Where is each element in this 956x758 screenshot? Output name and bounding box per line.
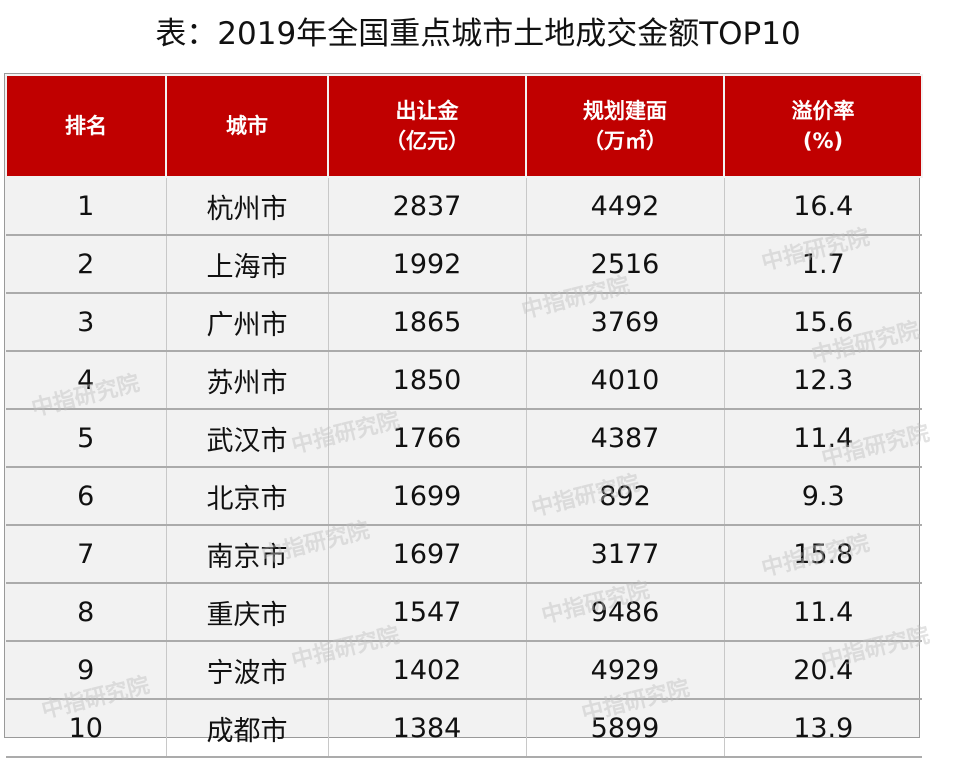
header-premium-label: 溢价率 bbox=[791, 99, 855, 123]
header-price-unit: （亿元） bbox=[385, 129, 469, 153]
cell-area: 4387 bbox=[525, 408, 725, 468]
header-rank-label: 排名 bbox=[65, 114, 107, 138]
cell-rank: 7 bbox=[6, 524, 167, 584]
cell-area: 2516 bbox=[525, 234, 725, 294]
cell-rank: 4 bbox=[6, 350, 167, 410]
cell-price: 1547 bbox=[327, 582, 527, 642]
cell-premium: 12.3 bbox=[723, 350, 922, 410]
cell-city: 苏州市 bbox=[165, 350, 329, 410]
cell-city: 上海市 bbox=[165, 234, 329, 294]
cell-price: 1992 bbox=[327, 234, 527, 294]
table-row: 4 苏州市 1850 4010 12.3 bbox=[6, 350, 922, 410]
table-row: 8 重庆市 1547 9486 11.4 bbox=[6, 582, 922, 642]
cell-price: 1384 bbox=[327, 698, 527, 758]
cell-city: 成都市 bbox=[165, 698, 329, 758]
cell-premium: 15.6 bbox=[723, 292, 922, 352]
cell-city: 宁波市 bbox=[165, 640, 329, 700]
cell-premium: 9.3 bbox=[723, 466, 922, 526]
cell-city: 武汉市 bbox=[165, 408, 329, 468]
cell-price: 1699 bbox=[327, 466, 527, 526]
cell-premium: 16.4 bbox=[723, 176, 922, 236]
cell-area: 9486 bbox=[525, 582, 725, 642]
cell-area: 3769 bbox=[525, 292, 725, 352]
header-premium: 溢价率 (%) bbox=[723, 74, 923, 178]
cell-premium: 11.4 bbox=[723, 408, 922, 468]
cell-price: 1766 bbox=[327, 408, 527, 468]
cell-price: 1697 bbox=[327, 524, 527, 584]
cell-price: 2837 bbox=[327, 176, 527, 236]
header-row: 排名 城市 出让金 （亿元） 规划建面 （万㎡） 溢价率 (%) bbox=[5, 74, 923, 178]
header-premium-unit: (%) bbox=[802, 129, 844, 153]
cell-city: 南京市 bbox=[165, 524, 329, 584]
cell-area: 5899 bbox=[525, 698, 725, 758]
table-row: 6 北京市 1699 892 9.3 bbox=[6, 466, 922, 526]
cell-area: 4492 bbox=[525, 176, 725, 236]
cell-city: 杭州市 bbox=[165, 176, 329, 236]
table-row: 5 武汉市 1766 4387 11.4 bbox=[6, 408, 922, 468]
cell-premium: 13.9 bbox=[723, 698, 922, 758]
header-price: 出让金 （亿元） bbox=[327, 74, 527, 178]
cell-rank: 5 bbox=[6, 408, 167, 468]
cell-area: 4010 bbox=[525, 350, 725, 410]
header-price-label: 出让金 bbox=[395, 99, 459, 123]
cell-rank: 1 bbox=[6, 176, 167, 236]
cell-area: 892 bbox=[525, 466, 725, 526]
table-row: 7 南京市 1697 3177 15.8 bbox=[6, 524, 922, 584]
header-city-label: 城市 bbox=[226, 114, 268, 138]
cell-rank: 6 bbox=[6, 466, 167, 526]
cell-rank: 10 bbox=[6, 698, 167, 758]
cell-city: 北京市 bbox=[165, 466, 329, 526]
cell-rank: 8 bbox=[6, 582, 167, 642]
header-area: 规划建面 （万㎡） bbox=[525, 74, 725, 178]
header-area-unit: （万㎡） bbox=[583, 129, 667, 153]
header-city: 城市 bbox=[165, 74, 329, 178]
header-rank: 排名 bbox=[5, 74, 167, 178]
cell-city: 广州市 bbox=[165, 292, 329, 352]
table-row: 10 成都市 1384 5899 13.9 bbox=[6, 698, 922, 758]
cell-price: 1865 bbox=[327, 292, 527, 352]
land-transaction-table: 排名 城市 出让金 （亿元） 规划建面 （万㎡） 溢价率 (%) bbox=[5, 74, 923, 758]
header-area-label: 规划建面 bbox=[583, 99, 667, 123]
data-table-container: 排名 城市 出让金 （亿元） 规划建面 （万㎡） 溢价率 (%) bbox=[4, 73, 923, 758]
table-row: 2 上海市 1992 2516 1.7 bbox=[6, 234, 922, 294]
cell-rank: 3 bbox=[6, 292, 167, 352]
table-header: 排名 城市 出让金 （亿元） 规划建面 （万㎡） 溢价率 (%) bbox=[5, 74, 923, 178]
cell-city: 重庆市 bbox=[165, 582, 329, 642]
cell-area: 4929 bbox=[525, 640, 725, 700]
cell-premium: 1.7 bbox=[723, 234, 922, 294]
cell-price: 1850 bbox=[327, 350, 527, 410]
cell-premium: 20.4 bbox=[723, 640, 922, 700]
table-title: 表：2019年全国重点城市土地成交金额TOP10 bbox=[155, 16, 801, 52]
table-row: 1 杭州市 2837 4492 16.4 bbox=[6, 176, 922, 236]
cell-rank: 2 bbox=[6, 234, 167, 294]
cell-premium: 15.8 bbox=[723, 524, 922, 584]
table-body: 1 杭州市 2837 4492 16.4 2 上海市 1992 2516 1.7… bbox=[6, 176, 922, 758]
cell-area: 3177 bbox=[525, 524, 725, 584]
table-row: 9 宁波市 1402 4929 20.4 bbox=[6, 640, 922, 700]
cell-premium: 11.4 bbox=[723, 582, 922, 642]
cell-price: 1402 bbox=[327, 640, 527, 700]
cell-rank: 9 bbox=[6, 640, 167, 700]
table-row: 3 广州市 1865 3769 15.6 bbox=[6, 292, 922, 352]
